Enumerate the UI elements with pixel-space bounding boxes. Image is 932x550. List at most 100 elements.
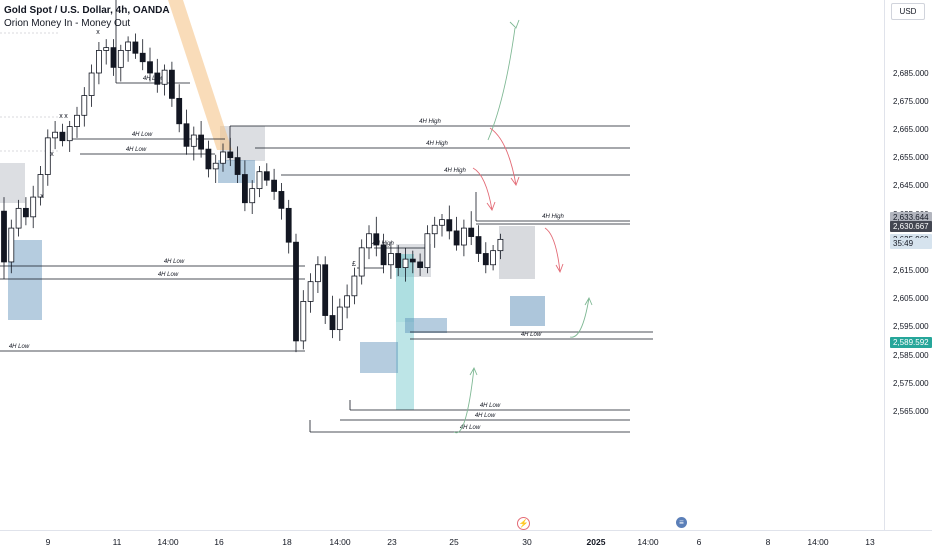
level-label-0: 4H High [419, 119, 441, 125]
candle-body-44 [322, 264, 329, 316]
time-tick: 14:00 [807, 537, 829, 547]
candle-body-31 [227, 151, 234, 159]
candle-body-9 [66, 126, 73, 142]
candle-body-57 [417, 261, 424, 268]
candle-body-13 [96, 50, 102, 74]
candle-body-60 [439, 219, 445, 226]
candle-body-3 [22, 207, 29, 218]
arrow-head-4 [555, 263, 564, 274]
candle-body-46 [336, 306, 343, 331]
zone-10 [510, 296, 545, 326]
level-label-6: 4H Low [164, 259, 185, 265]
candle-body-10 [74, 114, 80, 127]
level-label-2: 4H High [444, 168, 466, 174]
candle-body-58 [424, 233, 431, 268]
x-marker-0: x [96, 29, 100, 36]
candle-body-5 [37, 174, 44, 198]
candle-body-33 [241, 174, 248, 204]
candle-body-65 [475, 236, 482, 254]
candle-body-66 [482, 253, 489, 266]
currency-button[interactable]: USD [891, 3, 925, 20]
zone-6 [396, 322, 414, 410]
arrow-head-3 [486, 201, 496, 211]
candle-body-51 [373, 233, 380, 246]
price-tick: 2,605.000 [893, 294, 929, 304]
candle-body-19 [139, 52, 146, 63]
candle-body-0 [1, 210, 7, 263]
pound-marker: £ [352, 261, 356, 268]
x-marker-3: x [40, 193, 44, 200]
price-tick: 2,675.000 [893, 96, 929, 106]
arrow-head-5 [584, 296, 593, 306]
lightning-icon[interactable]: ⚡ [517, 517, 530, 530]
candle-body-7 [52, 131, 58, 139]
candle-body-25 [183, 123, 190, 147]
arrow-up-2 [569, 297, 590, 338]
candle-body-11 [81, 95, 88, 116]
indicator-title[interactable]: Orion Money In - Money Out [4, 18, 131, 29]
price-axis-border [884, 0, 885, 530]
candle-body-62 [453, 230, 460, 246]
candle-body-55 [402, 258, 409, 268]
price-tick: 2,655.000 [893, 153, 929, 163]
arrow-down-1 [489, 127, 517, 186]
candle-body-1 [8, 227, 15, 263]
price-tick: 2,575.000 [893, 378, 929, 388]
price-tick: 2,615.000 [893, 265, 929, 275]
candle-body-21 [154, 72, 161, 85]
x-marker-4: x [64, 113, 68, 120]
level-label-8: 4H Low [143, 76, 164, 82]
candle-body-38 [278, 191, 285, 209]
candle-body-50 [366, 233, 372, 249]
candle-body-34 [249, 188, 256, 204]
level-label-3: 4H High [542, 214, 564, 220]
time-tick: 8 [765, 537, 771, 547]
candle-body-36 [263, 171, 270, 181]
level-label-11: 4H Low [9, 344, 30, 350]
candle-body-12 [88, 72, 95, 96]
candle-body-4 [30, 196, 37, 218]
chart-header: Gold Spot / U.S. Dollar, 4h, OANDA Orion… [4, 4, 170, 30]
symbol-title[interactable]: Gold Spot / U.S. Dollar, 4h, OANDA [4, 5, 170, 16]
candle-body-35 [256, 171, 263, 190]
time-tick: 18 [282, 537, 292, 547]
arrow-up-3 [453, 367, 475, 434]
zone-7 [405, 318, 447, 333]
candle-body-17 [125, 41, 131, 51]
zone-8 [360, 342, 398, 373]
candle-body-16 [117, 50, 124, 68]
time-tick: 2025 [586, 537, 606, 547]
trend-band [168, 0, 232, 150]
candle-body-26 [190, 134, 197, 147]
candle-body-56 [409, 258, 416, 263]
level-label-16: 4H Low [460, 425, 481, 431]
price-label: 2,630.667 [890, 220, 932, 232]
flag-icon[interactable]: ≡ [676, 517, 687, 528]
arrow-head-6 [469, 366, 478, 376]
candle-body-8 [59, 131, 66, 142]
candle-body-54 [395, 253, 402, 268]
x-marker-2: x [50, 151, 54, 158]
candle-body-27 [198, 134, 205, 150]
zone-9 [499, 226, 535, 279]
time-tick: 30 [522, 537, 532, 547]
candle-body-32 [234, 157, 241, 175]
candle-body-48 [351, 275, 358, 297]
candle-body-39 [285, 207, 292, 243]
level-label-7: 4H Low [158, 272, 179, 278]
candle-body-24 [176, 97, 183, 125]
candle-body-18 [132, 41, 139, 54]
price-tick: 2,565.000 [893, 406, 929, 416]
zone-0 [0, 163, 25, 203]
zone-5 [396, 254, 414, 322]
level-label-9: 4H Low [132, 132, 153, 138]
level-label-10: 4H Low [126, 147, 147, 153]
arrow-down-3 [544, 227, 561, 273]
candle-body-49 [358, 247, 365, 277]
candle-body-52 [380, 244, 387, 266]
price-tick: 2,665.000 [893, 124, 929, 134]
arrow-head-1 [509, 19, 520, 29]
time-axis-border [0, 530, 932, 531]
candle-body-23 [168, 69, 175, 99]
